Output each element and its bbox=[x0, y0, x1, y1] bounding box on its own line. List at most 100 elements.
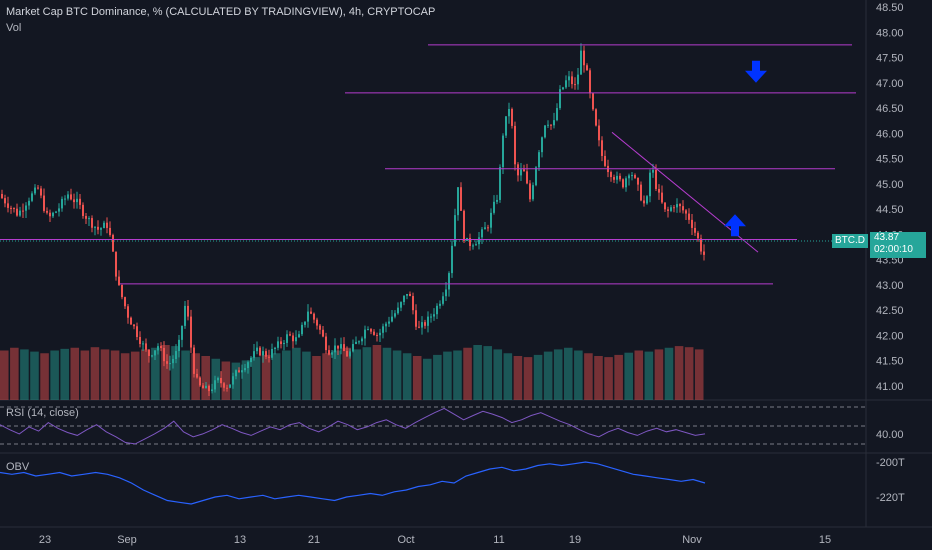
volume-bar bbox=[443, 351, 452, 400]
y-tick-label: 41.50 bbox=[876, 356, 904, 368]
candle-body bbox=[565, 80, 567, 88]
candle-body bbox=[424, 322, 426, 326]
candle-body bbox=[520, 169, 522, 176]
candle-body bbox=[4, 198, 6, 204]
candle-body bbox=[610, 172, 612, 178]
candle-body bbox=[82, 204, 84, 216]
candle-body bbox=[319, 325, 321, 330]
candle-body bbox=[415, 310, 417, 327]
candle-body bbox=[280, 341, 282, 345]
candle-body bbox=[508, 109, 510, 117]
candle-body bbox=[151, 355, 153, 357]
candle-body bbox=[529, 183, 531, 200]
volume-bar bbox=[60, 348, 69, 400]
candle-body bbox=[418, 326, 420, 328]
candle-body bbox=[517, 164, 519, 176]
candle-body bbox=[388, 321, 390, 324]
candle-body bbox=[652, 169, 654, 173]
candle-body bbox=[490, 212, 492, 228]
volume-bar bbox=[231, 362, 241, 400]
candle-body bbox=[37, 187, 39, 189]
x-tick-label: Oct bbox=[397, 534, 414, 546]
candle-body bbox=[310, 311, 312, 314]
candle-body bbox=[592, 93, 594, 110]
candle-body bbox=[445, 289, 447, 297]
x-tick-label: 15 bbox=[819, 534, 831, 546]
candle-body bbox=[670, 207, 672, 211]
volume-bar bbox=[10, 347, 19, 400]
candle-body bbox=[217, 377, 219, 381]
candle-body bbox=[556, 108, 558, 121]
candle-body bbox=[55, 211, 57, 213]
candle-body bbox=[121, 284, 123, 298]
candle-body bbox=[202, 385, 204, 389]
volume-bar bbox=[513, 356, 523, 400]
candle-body bbox=[400, 302, 402, 308]
candle-body bbox=[436, 305, 438, 315]
candle-body bbox=[373, 331, 375, 335]
volume-bars bbox=[0, 345, 704, 400]
candle-body bbox=[478, 237, 480, 245]
volume-bar bbox=[553, 349, 563, 400]
candle-body bbox=[148, 349, 150, 356]
candle-body bbox=[655, 169, 657, 189]
candle-body bbox=[403, 295, 405, 303]
volume-bar bbox=[0, 350, 9, 400]
bar-countdown: 02:00:10 bbox=[874, 244, 913, 255]
candle-body bbox=[454, 215, 456, 246]
candle-body bbox=[541, 137, 543, 153]
candle-body bbox=[682, 206, 684, 211]
volume-bar bbox=[584, 353, 593, 400]
symbol-badge: BTC.D bbox=[832, 234, 868, 248]
x-tick-label: 11 bbox=[493, 534, 504, 546]
candle-body bbox=[484, 227, 486, 230]
candle-body bbox=[190, 316, 192, 348]
candle-body bbox=[700, 238, 702, 252]
candle-body bbox=[394, 313, 396, 317]
volume-bar bbox=[543, 351, 553, 400]
candle-body bbox=[112, 234, 114, 252]
candle-body bbox=[91, 218, 93, 228]
candle-body bbox=[10, 207, 12, 209]
candle-body bbox=[364, 329, 366, 339]
volume-bar bbox=[322, 353, 331, 400]
y-tick-label: 47.00 bbox=[876, 78, 904, 90]
candle-body bbox=[538, 152, 540, 168]
candle-body bbox=[16, 208, 18, 216]
candle-body bbox=[187, 305, 189, 317]
candle-body bbox=[205, 385, 207, 389]
down-arrow-icon bbox=[745, 60, 767, 83]
candle-body bbox=[256, 347, 258, 352]
candle-body bbox=[163, 347, 165, 362]
candle-body bbox=[235, 370, 237, 377]
candle-body bbox=[574, 84, 576, 86]
volume-bar bbox=[574, 350, 583, 400]
candle-body bbox=[244, 368, 246, 371]
candle-body bbox=[13, 207, 15, 209]
candle-body bbox=[250, 357, 252, 363]
candle-body bbox=[169, 363, 171, 365]
candle-body bbox=[637, 177, 639, 185]
candle-body bbox=[208, 385, 210, 392]
candle-body bbox=[643, 200, 645, 204]
candle-body bbox=[448, 273, 450, 290]
candle-body bbox=[412, 296, 414, 311]
volume-bar bbox=[171, 346, 180, 400]
last-price-label: 43.87 02:00:10 bbox=[870, 232, 926, 258]
candle-body bbox=[142, 343, 144, 345]
candle-body bbox=[622, 179, 624, 188]
candle-body bbox=[568, 76, 570, 81]
candle-body bbox=[118, 276, 120, 285]
candle-body bbox=[469, 237, 471, 246]
candle-body bbox=[133, 324, 135, 327]
candle-body bbox=[370, 329, 372, 332]
volume-bar bbox=[624, 352, 633, 400]
candles bbox=[1, 43, 705, 397]
candle-body bbox=[691, 219, 693, 228]
volume-bar bbox=[433, 354, 442, 400]
volume-bar bbox=[362, 347, 372, 400]
rsi-legend: RSI (14, close) bbox=[6, 407, 79, 419]
candle-body bbox=[232, 376, 234, 385]
volume-bar bbox=[40, 353, 49, 400]
up-arrow-icon bbox=[724, 214, 746, 237]
